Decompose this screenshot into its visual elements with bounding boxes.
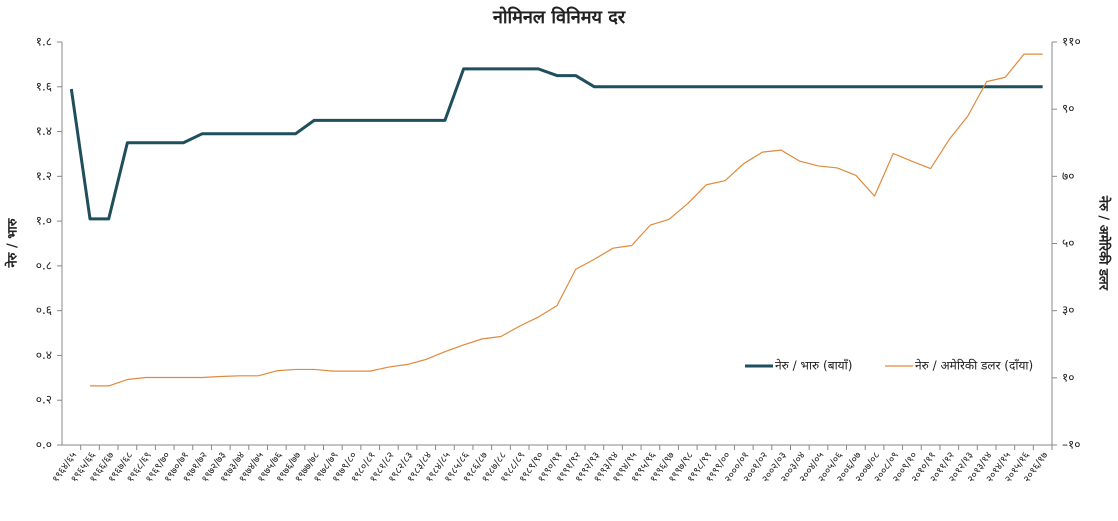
y2-tick-label: ११० xyxy=(1062,35,1081,49)
series-line xyxy=(69,67,1043,221)
y-tick-label: १.४ xyxy=(36,124,52,138)
y2-tick-label: ५० xyxy=(1062,236,1074,250)
series-line xyxy=(90,53,1043,387)
y-tick-label: १.८ xyxy=(36,35,52,49)
y-tick-label: १.२ xyxy=(36,169,52,183)
y2-tick-label: ७० xyxy=(1062,169,1074,183)
y-tick-label: ०.० xyxy=(36,438,52,452)
y2-tick-label: ३० xyxy=(1062,303,1074,317)
y-tick-label: ०.६ xyxy=(36,303,52,317)
y2-tick-label: १० xyxy=(1062,370,1074,384)
y2-tick-label: ९० xyxy=(1062,102,1074,116)
y-tick-label: ०.८ xyxy=(36,258,52,272)
y2-axis-label: नेरु / अमेरिकी डलर xyxy=(1096,195,1112,291)
y-axis-label: नेरु / भारु xyxy=(5,217,21,268)
y2-tick-label: –१० xyxy=(1062,438,1080,452)
legend-label: नेरु / भारु (बायाँ) xyxy=(775,359,852,373)
y-tick-label: ०.२ xyxy=(36,393,52,407)
y-tick-label: १.६ xyxy=(36,79,52,93)
legend-label: नेरु / अमेरिकी डलर (दाँया) xyxy=(915,359,1033,373)
y-tick-label: १.० xyxy=(36,214,52,228)
chart-title: नोमिनल विनिमय दर xyxy=(492,6,626,28)
y-tick-label: ०.४ xyxy=(36,348,52,362)
